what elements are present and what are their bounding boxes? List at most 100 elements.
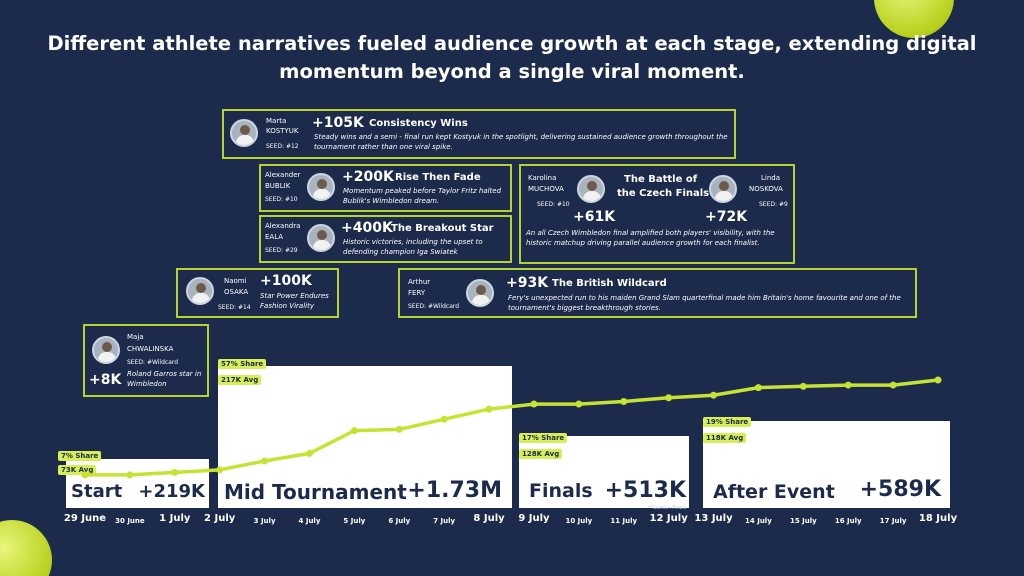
athlete-last-name: NOSKOVA	[749, 185, 783, 193]
athlete-gain: +8K	[89, 372, 122, 388]
athlete-gain: +400K	[341, 220, 393, 236]
x-tick-label: 17 July	[879, 517, 907, 525]
x-tick-label: 2 July	[204, 513, 236, 524]
athlete-description: Fery's unexpected run to his maiden Gran…	[508, 294, 901, 312]
athlete-seed: SEED: #10	[537, 201, 570, 208]
stage-name: Start	[71, 481, 123, 502]
athlete-description: Historic victories, including the upset …	[343, 238, 483, 256]
page-title: Different athlete narratives fueled audi…	[47, 32, 977, 83]
data-point	[440, 415, 448, 423]
czech-description: An all Czech Wimbledon final amplified b…	[526, 229, 775, 247]
x-tick-label: 12 July	[649, 513, 688, 524]
athlete-last-name: MUCHOVA	[528, 185, 564, 193]
stage-name: Mid Tournament	[224, 480, 407, 504]
athlete-seed: SEED: #Wildcard	[408, 303, 460, 310]
data-point	[889, 381, 897, 389]
stage-box-finals: Finals +513K	[519, 436, 689, 508]
data-point	[799, 382, 807, 390]
card-kostyuk: Marta KOSTYUK SEED: #12 +105K Consistenc…	[222, 109, 736, 159]
athlete-photo	[230, 119, 258, 147]
athlete-gain: +200K	[342, 169, 394, 185]
athlete-seed: SEED: #10	[265, 196, 298, 203]
athlete-last-name: BUBLIK	[265, 182, 291, 190]
athlete-description: Momentum peaked before Taylor Fritz halt…	[343, 187, 502, 205]
card-fery: Arthur FERY SEED: #Wildcard +93K The Bri…	[398, 268, 917, 318]
data-point	[665, 394, 673, 402]
athlete-photo	[577, 175, 605, 203]
athlete-last-name: KOSTYUK	[266, 127, 299, 135]
athlete-last-name: EALA	[265, 233, 284, 241]
stage-value: +1.73M	[407, 478, 502, 503]
athlete-gain: +72K	[705, 209, 748, 225]
x-tick-label: 15 July	[789, 517, 817, 525]
data-point	[305, 449, 313, 457]
x-tick-label: 30 June	[115, 517, 145, 525]
athlete-gain: +93K	[506, 275, 549, 291]
card-czech-finals: Karolina MUCHOVA SEED: #10 The Battle of…	[519, 164, 795, 264]
athlete-seed: SEED: #29	[265, 247, 298, 254]
athlete-first-name: Alexander	[265, 171, 301, 179]
x-tick-label: 3 July	[253, 517, 276, 525]
athlete-first-name: Naomi	[224, 277, 247, 285]
athlete-seed: SEED: #14	[218, 304, 251, 311]
avg-tag: 118K Avg	[703, 433, 747, 443]
athlete-first-name: Alexandra	[265, 222, 301, 230]
data-point	[844, 381, 852, 389]
card-bublik: Alexander BUBLIK SEED: #10 +200K Rise Th…	[259, 164, 512, 212]
avg-tag: 128K Avg	[519, 449, 563, 459]
athlete-description: Steady wins and a semi - final run kept …	[314, 133, 728, 151]
athlete-photo	[92, 336, 120, 364]
x-tick-label: 1 July	[159, 513, 191, 524]
stage-name: Finals	[529, 480, 593, 502]
czech-headline-line2: the Czech Finals	[617, 188, 710, 199]
x-tick-label: 11 July	[610, 517, 638, 525]
athlete-seed: SEED: #Wildcard	[127, 359, 179, 366]
x-tick-label: 9 July	[518, 513, 550, 524]
share-tag: 19% Share	[703, 417, 752, 427]
athlete-description: Roland Garros star in Wimbledon	[127, 370, 202, 388]
share-tag: 17% Share	[519, 433, 568, 443]
stage-value: +589K	[859, 477, 941, 502]
athlete-photo	[709, 175, 737, 203]
athlete-gain: +105K	[312, 115, 364, 131]
stage-box-start: Start +219K	[66, 459, 209, 508]
stage-value: +513K	[604, 478, 686, 503]
x-tick-label: 10 July	[565, 517, 593, 525]
athlete-photo	[466, 279, 494, 307]
athlete-gain: +61K	[573, 209, 616, 225]
data-point	[620, 398, 628, 406]
czech-headline-line1: The Battle of	[624, 174, 698, 185]
data-point	[575, 400, 583, 408]
athlete-first-name: Marta	[266, 117, 287, 125]
athlete-headline: The British Wildcard	[552, 278, 667, 289]
x-tick-label: 14 July	[745, 517, 772, 525]
athlete-first-name: Arthur	[408, 278, 431, 286]
data-point	[395, 425, 403, 433]
athlete-last-name: OSAKA	[224, 288, 249, 296]
stage-name: After Event	[713, 481, 835, 503]
x-tick-label: 5 July	[343, 517, 366, 525]
x-tick-label: 6 July	[388, 517, 411, 525]
card-osaka: Naomi OSAKA SEED: #14 +100K Star Power E…	[176, 268, 339, 318]
athlete-description: Star Power Endures Fashion Virality	[260, 292, 329, 310]
avg-tag: 217K Avg	[218, 375, 262, 385]
athlete-seed: SEED: #12	[266, 143, 299, 150]
x-tick-label: 29 June	[63, 513, 107, 524]
athlete-headline: Consistency Wins	[369, 118, 468, 129]
growth-line	[85, 378, 939, 477]
athlete-photo	[186, 277, 214, 305]
athlete-headline: Rise Then Fade	[395, 172, 481, 183]
athlete-photo	[307, 224, 335, 252]
x-tick-label: 13 July	[694, 513, 733, 524]
data-point	[710, 391, 718, 399]
share-tag: 57% Share	[218, 359, 267, 369]
footnote: **Semis+Finals	[648, 505, 687, 511]
avg-tag: 73K Avg	[58, 465, 97, 475]
athlete-last-name: CHWALINSKA	[127, 345, 174, 353]
athlete-photo	[307, 173, 335, 201]
data-point	[216, 466, 224, 474]
athlete-first-name: Linda	[761, 174, 781, 182]
x-tick-label: 7 July	[433, 517, 456, 525]
card-eala: Alexandra EALA SEED: #29 +400K The Break…	[259, 215, 512, 263]
